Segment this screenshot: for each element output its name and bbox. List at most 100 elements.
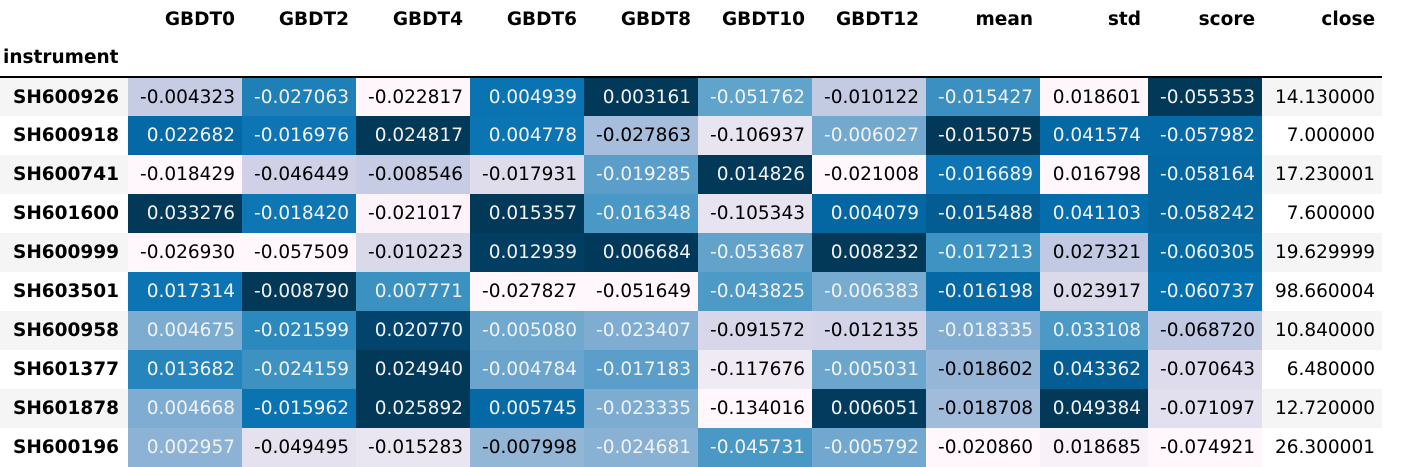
- table-row: SH601600 0.033276 -0.018420 -0.021017 0.0153…: [0, 194, 1382, 233]
- heatmap-cell: 0.012939: [470, 233, 584, 272]
- heatmap-cell: -0.053687: [698, 233, 812, 272]
- close-cell: 26.300001: [1262, 428, 1382, 467]
- close-cell: 17.230001: [1262, 155, 1382, 194]
- heatmap-cell: -0.027863: [584, 116, 698, 155]
- column-header: GBDT10: [721, 8, 805, 30]
- heatmap-cell: -0.117676: [698, 350, 812, 389]
- heatmap-cell: -0.015075: [926, 116, 1040, 155]
- close-cell: 14.130000: [1262, 77, 1382, 116]
- heatmap-cell: -0.004784: [470, 350, 584, 389]
- table-row: SH600741 -0.018429 -0.046449 -0.008546 -0.01…: [0, 155, 1382, 194]
- heatmap-cell: -0.016976: [242, 116, 356, 155]
- heatmap-cell: -0.057509: [242, 233, 356, 272]
- heatmap-cell: -0.017931: [470, 155, 584, 194]
- heatmap-cell: -0.058164: [1148, 155, 1262, 194]
- heatmap-cell: -0.005080: [470, 311, 584, 350]
- heatmap-cell: -0.021599: [242, 311, 356, 350]
- heatmap-cell: -0.021008: [812, 155, 926, 194]
- row-index-label: SH600958: [0, 311, 128, 350]
- heatmap-cell: 0.015357: [470, 194, 584, 233]
- heatmap-cell: -0.018429: [128, 155, 242, 194]
- column-header: GBDT8: [620, 8, 691, 30]
- heatmap-cell: -0.005031: [812, 350, 926, 389]
- column-header: std: [1107, 8, 1141, 30]
- close-cell: 7.600000: [1262, 194, 1382, 233]
- heatmap-cell: -0.021017: [356, 194, 470, 233]
- close-cell: 19.629999: [1262, 233, 1382, 272]
- heatmap-cell: -0.016198: [926, 272, 1040, 311]
- heatmap-cell: 0.004939: [470, 77, 584, 116]
- heatmap-cell: 0.024817: [356, 116, 470, 155]
- heatmap-cell: 0.013682: [128, 350, 242, 389]
- heatmap-cell: -0.057982: [1148, 116, 1262, 155]
- heatmap-cell: -0.045731: [698, 428, 812, 467]
- heatmap-cell: -0.005792: [812, 428, 926, 467]
- heatmap-cell: 0.007771: [356, 272, 470, 311]
- row-index-label: SH600918: [13, 125, 120, 146]
- heatmap-cell: -0.016689: [926, 155, 1040, 194]
- table-row: SH600918 0.022682 -0.016976 0.024817 0.00477…: [0, 116, 1382, 155]
- column-header: GBDT2: [278, 8, 349, 30]
- column-header: GBDT12: [835, 8, 919, 30]
- column-header: close: [1321, 8, 1375, 30]
- heatmap-cell: -0.015427: [926, 77, 1040, 116]
- heatmap-cell: -0.006383: [812, 272, 926, 311]
- heatmap-cell: -0.018708: [926, 389, 1040, 428]
- column-header: mean: [975, 8, 1033, 30]
- heatmap-cell: -0.024681: [584, 428, 698, 467]
- heatmap-cell: -0.020860: [926, 428, 1040, 467]
- heatmap-cell: 0.014826: [698, 155, 812, 194]
- heatmap-cell: -0.008790: [242, 272, 356, 311]
- heatmap-cell: -0.006027: [812, 116, 926, 155]
- blank-corner-cell: [0, 0, 128, 38]
- heatmap-cell: 0.003161: [584, 77, 698, 116]
- close-cell: 10.840000: [1262, 311, 1382, 350]
- heatmap-cell: 0.025892: [356, 389, 470, 428]
- heatmap-cell: 0.022682: [128, 116, 242, 155]
- heatmap-cell: 0.033108: [1040, 311, 1148, 350]
- heatmap-cell: 0.024940: [356, 350, 470, 389]
- heatmap-cell: -0.060305: [1148, 233, 1262, 272]
- row-index-label: SH600741: [0, 155, 128, 194]
- index-header-row: instrument: [0, 38, 1382, 77]
- heatmap-cell: -0.016348: [584, 194, 698, 233]
- heatmap-cell: -0.074921: [1148, 428, 1262, 467]
- heatmap-cell: -0.106937: [698, 116, 812, 155]
- close-cell: 12.720000: [1262, 389, 1382, 428]
- heatmap-cell: -0.043825: [698, 272, 812, 311]
- close-cell: 6.480000: [1262, 350, 1382, 389]
- heatmap-cell: 0.005745: [470, 389, 584, 428]
- heatmap-cell: -0.091572: [698, 311, 812, 350]
- heatmap-cell: 0.004668: [128, 389, 242, 428]
- heatmap-cell: 0.033276: [128, 194, 242, 233]
- heatmap-cell: -0.017183: [584, 350, 698, 389]
- heatmap-cell: -0.049495: [242, 428, 356, 467]
- heatmap-cell: -0.018335: [926, 311, 1040, 350]
- heatmap-cell: 0.004778: [470, 116, 584, 155]
- heatmap-cell: -0.015488: [926, 194, 1040, 233]
- heatmap-cell: -0.019285: [584, 155, 698, 194]
- heatmap-cell: -0.046449: [242, 155, 356, 194]
- heatmap-cell: -0.060737: [1148, 272, 1262, 311]
- heatmap-cell: -0.018420: [242, 194, 356, 233]
- heatmap-cell: 0.027321: [1040, 233, 1148, 272]
- table-body: SH600926 -0.004323 -0.027063 -0.022817 0.004…: [0, 77, 1382, 467]
- heatmap-cell: 0.017314: [128, 272, 242, 311]
- heatmap-cell: -0.004323: [128, 77, 242, 116]
- close-cell: 98.660004: [1262, 272, 1382, 311]
- table-row: SH600958 0.004675 -0.021599 0.020770 -0.0050…: [0, 311, 1382, 350]
- column-header: score: [1198, 8, 1255, 30]
- heatmap-cell: 0.049384: [1040, 389, 1148, 428]
- heatmap-cell: 0.023917: [1040, 272, 1148, 311]
- column-header: GBDT4: [392, 8, 463, 30]
- heatmap-cell: 0.004079: [812, 194, 926, 233]
- heatmap-cell: -0.023335: [584, 389, 698, 428]
- heatmap-cell: 0.004675: [128, 311, 242, 350]
- heatmap-cell: -0.134016: [698, 389, 812, 428]
- table-row: SH600999 -0.026930 -0.057509 -0.010223 0.012…: [0, 233, 1382, 272]
- heatmap-cell: -0.068720: [1148, 311, 1262, 350]
- table-row: SH601878 0.004668 -0.015962 0.025892 0.00574…: [0, 389, 1382, 428]
- table-row: SH603501 0.017314 -0.008790 0.007771 -0.0278…: [0, 272, 1382, 311]
- row-index-label: SH601377: [13, 359, 120, 380]
